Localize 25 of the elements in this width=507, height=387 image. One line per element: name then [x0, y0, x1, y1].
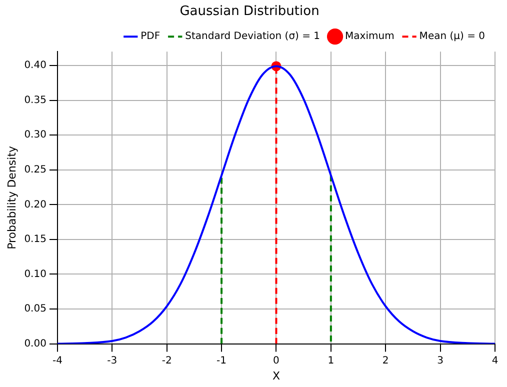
y-tick-label: 0.10	[24, 268, 46, 280]
x-tick-label: -2	[162, 355, 172, 366]
chart-title: Gaussian Distribution	[180, 4, 320, 20]
x-axis-title: X	[272, 369, 280, 382]
legend-label: PDF	[140, 31, 160, 42]
y-tick-label: 0.30	[24, 130, 46, 141]
y-axis-title: Probability Density	[5, 145, 18, 250]
y-tick-label: 0.00	[24, 338, 46, 350]
y-tick-label: 0.40	[24, 60, 46, 72]
x-tick-label: 0	[273, 355, 280, 366]
legend-label: Standard Deviation (σ) = 1	[185, 31, 320, 42]
x-tick-label: 4	[492, 355, 498, 366]
y-tick-label: 0.35	[24, 94, 46, 106]
y-tick-label: 0.15	[24, 234, 46, 246]
x-tick-label: -3	[107, 355, 118, 366]
x-tick-label: 2	[382, 355, 389, 366]
y-tick-label: 0.20	[24, 199, 46, 210]
y-tick-label: 0.25	[24, 164, 46, 176]
legend-label: Maximum	[345, 31, 394, 42]
x-tick-label: 3	[437, 355, 444, 366]
x-tick-label: 1	[328, 355, 334, 366]
legend-label: Mean (μ) = 0	[419, 31, 486, 42]
x-tick-label: -1	[216, 355, 227, 366]
y-tick-label: 0.05	[24, 304, 46, 315]
x-tick-label: -4	[52, 355, 62, 366]
